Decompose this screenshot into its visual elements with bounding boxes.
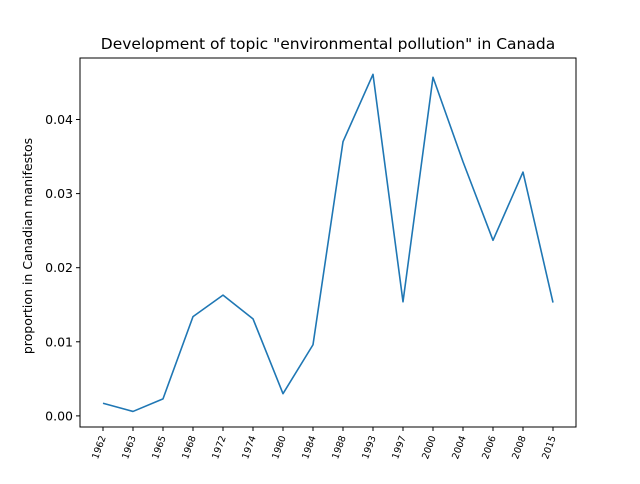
x-tick-label: 1963	[120, 434, 139, 460]
x-tick-label: 1993	[360, 434, 379, 460]
y-tick-label: 0.01	[45, 334, 73, 349]
x-tick-label: 1980	[270, 434, 289, 460]
x-tick-label: 2015	[540, 434, 559, 460]
x-tick-label: 1972	[210, 434, 229, 460]
y-tick-label: 0.00	[45, 408, 73, 423]
x-tick-label: 1984	[300, 434, 319, 460]
x-tick-label: 2006	[480, 434, 499, 460]
x-tick-label: 1974	[240, 434, 259, 460]
y-tick-label: 0.04	[45, 112, 73, 127]
x-tick-label: 2004	[450, 434, 469, 460]
x-tick-label: 1997	[390, 434, 409, 460]
series-line-0	[103, 74, 553, 411]
x-tick-label: 2008	[510, 434, 529, 460]
y-tick-label: 0.03	[45, 186, 73, 201]
x-tick-label: 2000	[420, 434, 439, 460]
x-tick-label: 1968	[180, 434, 199, 460]
x-tick-label: 1965	[150, 434, 169, 460]
y-axis-label: proportion in Canadian manifestos	[20, 138, 35, 354]
y-tick-label: 0.02	[45, 260, 73, 275]
x-tick-label: 1962	[90, 434, 109, 460]
plot-area: 0.00 0.01 0.02 0.03 0.04 1962 1963 1965 1968 1972…	[45, 74, 559, 460]
chart-title: Development of topic "environmental poll…	[101, 35, 555, 53]
x-tick-label: 1988	[330, 434, 349, 460]
